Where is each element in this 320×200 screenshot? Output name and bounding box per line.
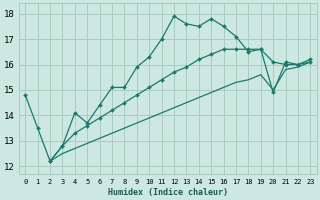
X-axis label: Humidex (Indice chaleur): Humidex (Indice chaleur): [108, 188, 228, 197]
